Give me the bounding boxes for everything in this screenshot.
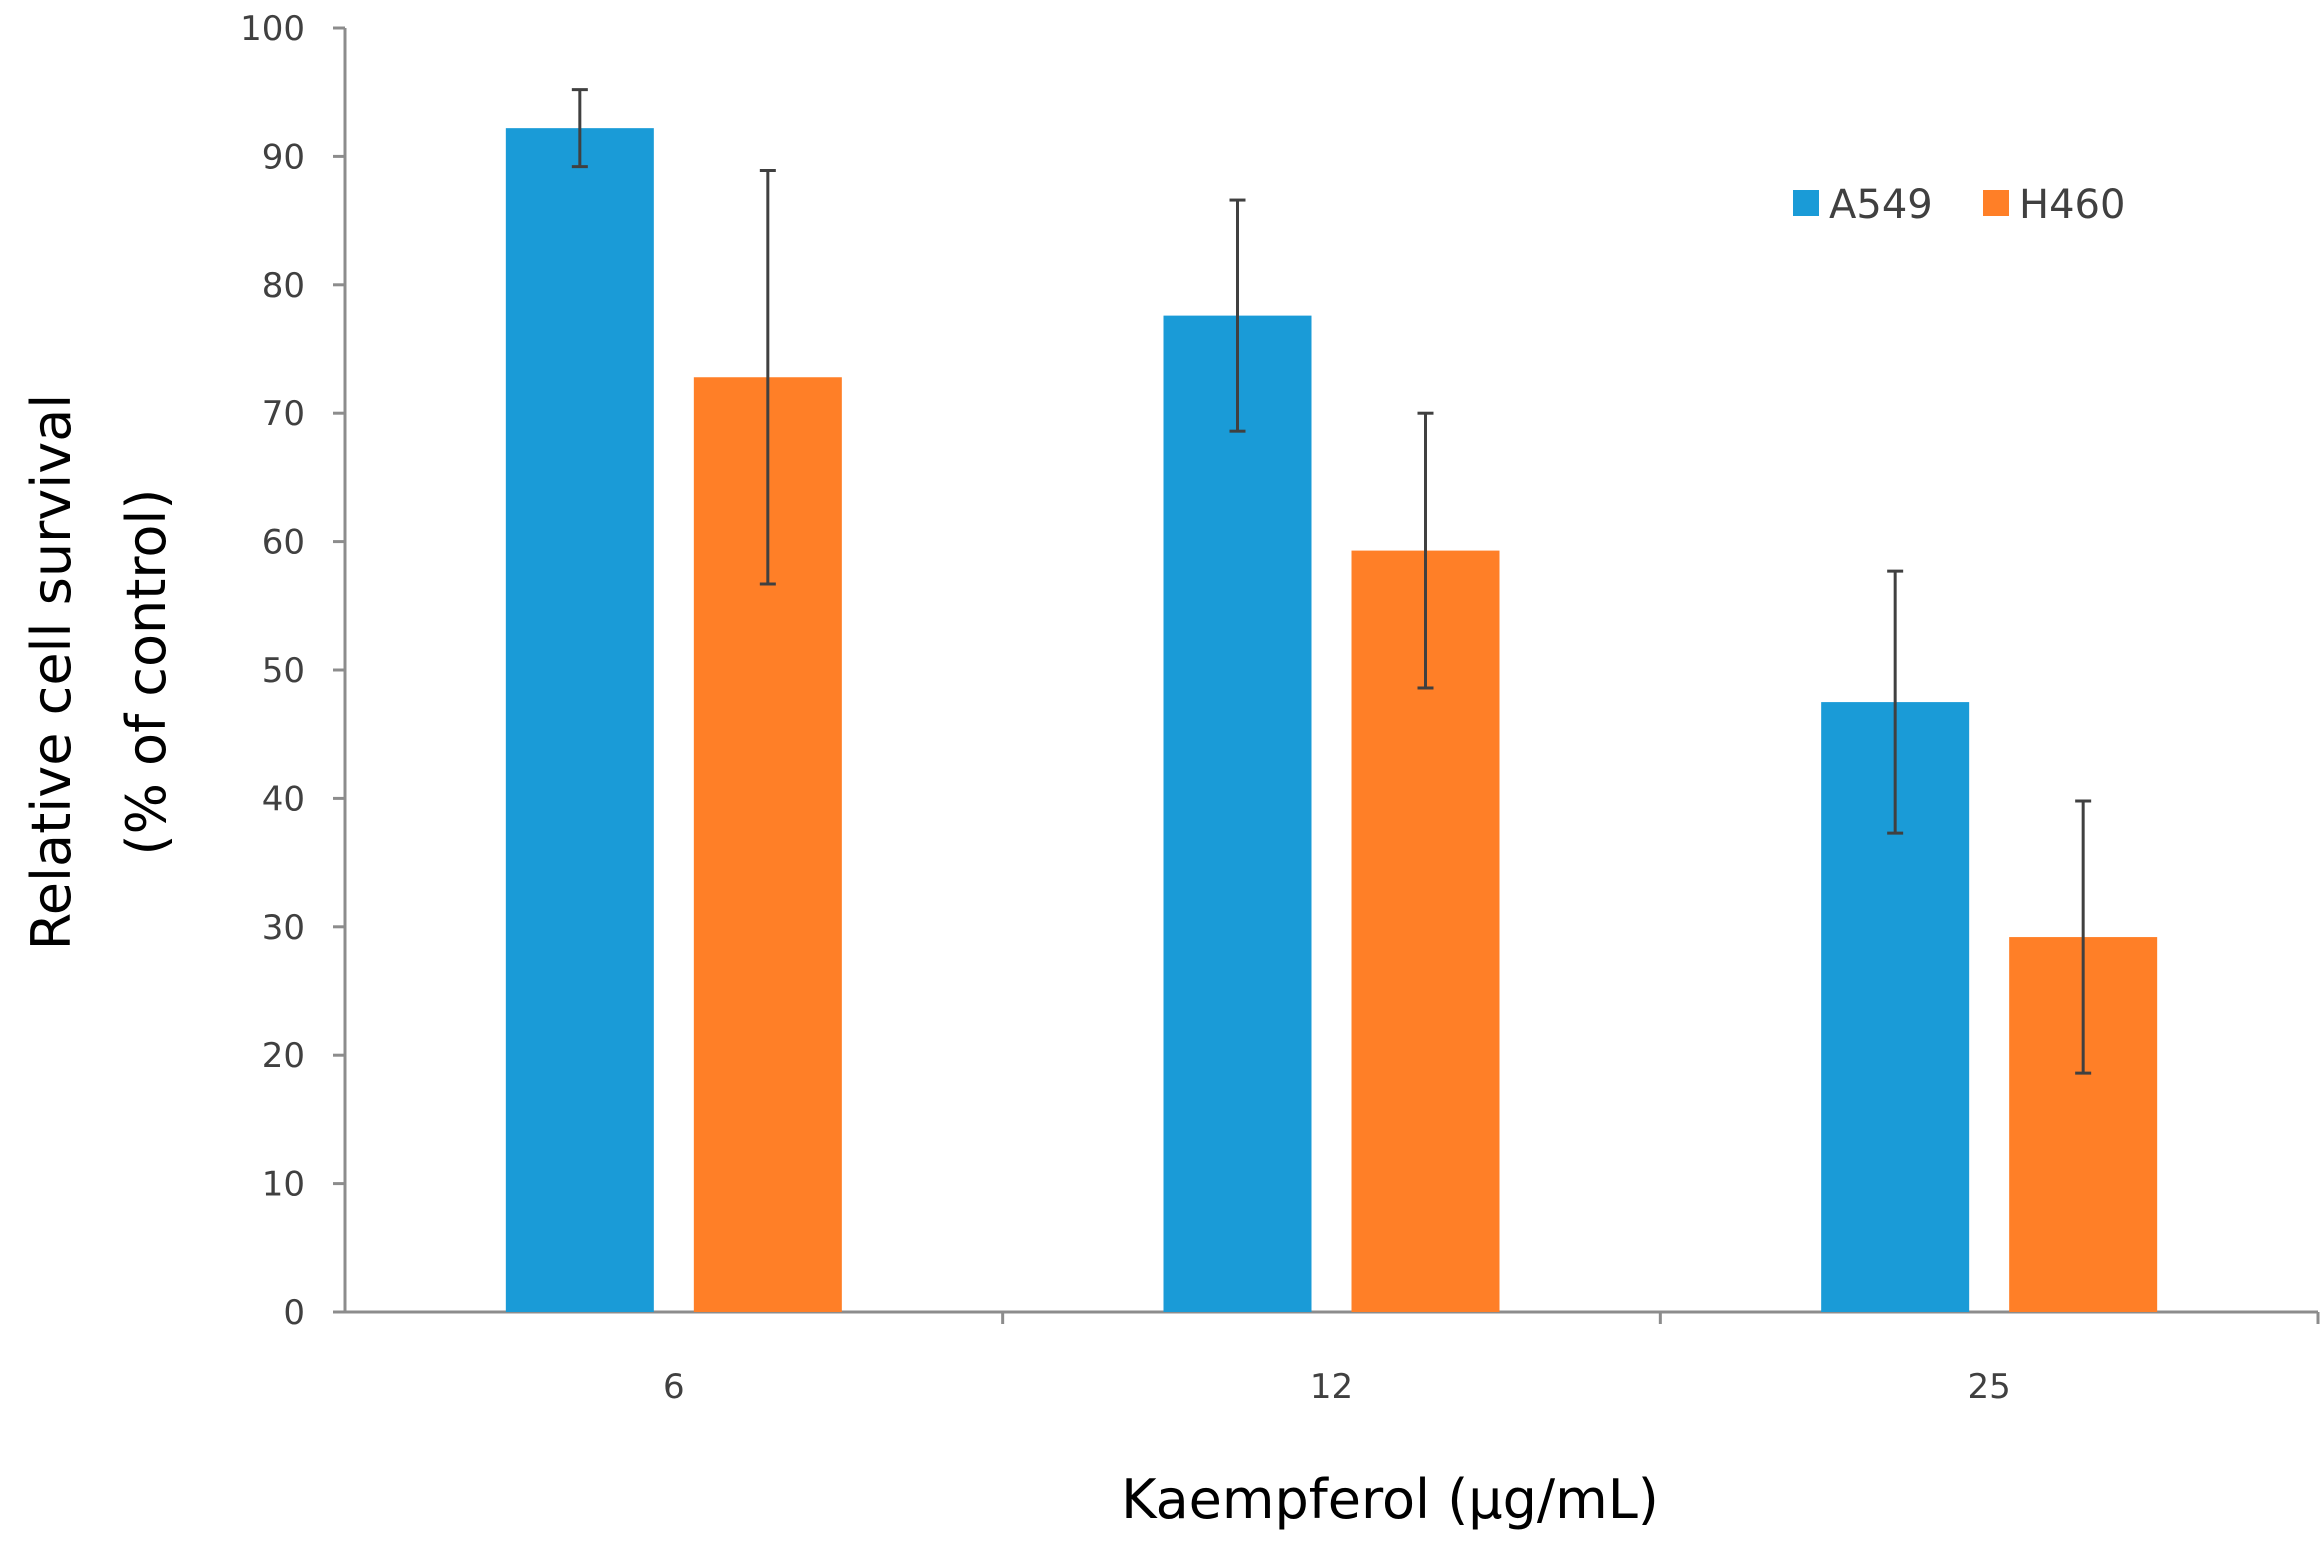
bar-a549-6 bbox=[505, 128, 654, 1313]
legend-swatch-a549 bbox=[1793, 190, 1819, 216]
bar-a549-12 bbox=[1163, 315, 1312, 1313]
y-tick-label: 20 bbox=[262, 1036, 305, 1076]
x-axis-title: Kaempferol (μg/mL) bbox=[1121, 1468, 1659, 1531]
y-tick-label: 100 bbox=[240, 9, 305, 49]
y-axis: 0 10 20 30 40 50 60 70 80 90 100 bbox=[240, 9, 347, 1333]
x-tick-label: 6 bbox=[663, 1367, 685, 1407]
bars bbox=[505, 128, 2158, 1313]
error-bars bbox=[571, 88, 2092, 1075]
y-tick-label: 90 bbox=[262, 137, 305, 177]
x-tick-label: 25 bbox=[1968, 1367, 2011, 1407]
y-tick-label: 30 bbox=[262, 908, 305, 948]
legend: A549 H460 bbox=[1793, 182, 2125, 228]
y-tick-label: 60 bbox=[262, 523, 305, 563]
y-tick-label: 80 bbox=[262, 266, 305, 306]
y-tick-label: 40 bbox=[262, 779, 305, 819]
legend-label-a549: A549 bbox=[1829, 182, 1933, 228]
y-axis-subtitle: (% of control) bbox=[115, 488, 178, 855]
legend-swatch-h460 bbox=[1983, 190, 2009, 216]
x-axis: 6 12 25 bbox=[345, 1310, 2320, 1407]
x-tick-label: 12 bbox=[1310, 1367, 1353, 1407]
y-tick-label: 10 bbox=[262, 1165, 305, 1205]
y-axis-title: Relative cell survival bbox=[20, 394, 83, 951]
y-tick-label: 70 bbox=[262, 394, 305, 434]
legend-label-h460: H460 bbox=[2019, 182, 2125, 228]
y-tick-label: 0 bbox=[283, 1293, 305, 1333]
y-tick-label: 50 bbox=[262, 651, 305, 691]
